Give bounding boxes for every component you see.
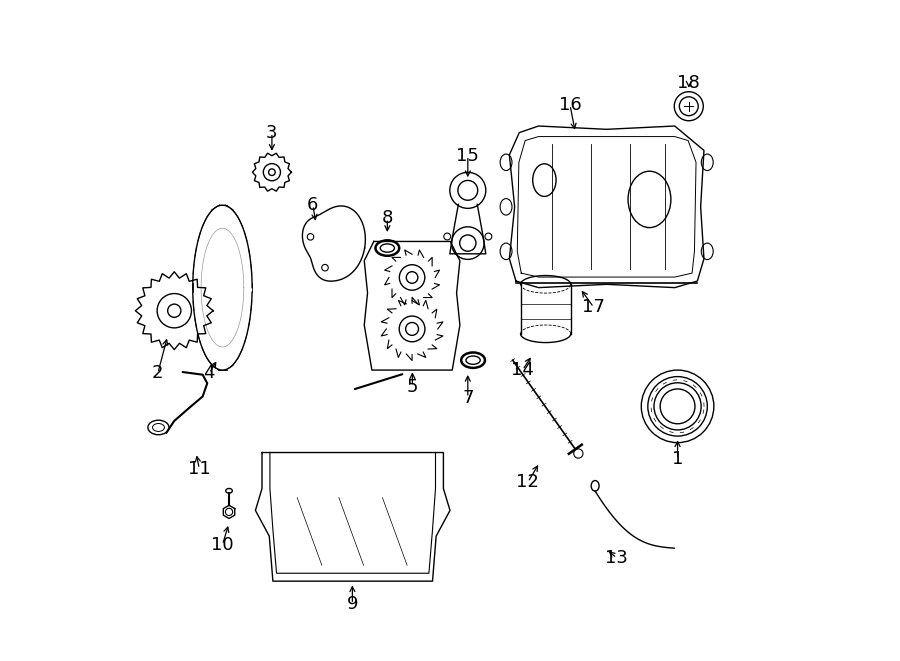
Text: 6: 6 <box>307 196 319 214</box>
Text: 14: 14 <box>511 361 534 379</box>
Text: 7: 7 <box>462 389 473 407</box>
Text: 8: 8 <box>382 210 393 227</box>
Text: 2: 2 <box>152 364 164 382</box>
Text: 9: 9 <box>346 596 358 613</box>
Text: 13: 13 <box>606 549 628 567</box>
Text: 16: 16 <box>559 96 581 114</box>
Text: 11: 11 <box>188 460 211 478</box>
Text: 4: 4 <box>203 364 215 382</box>
Text: 15: 15 <box>456 147 479 165</box>
Text: 3: 3 <box>266 124 278 141</box>
Text: 17: 17 <box>582 298 605 317</box>
Text: 12: 12 <box>517 473 539 491</box>
Text: 18: 18 <box>678 74 700 92</box>
Text: 1: 1 <box>672 450 683 468</box>
Text: 10: 10 <box>212 536 234 554</box>
Text: 5: 5 <box>407 377 418 395</box>
